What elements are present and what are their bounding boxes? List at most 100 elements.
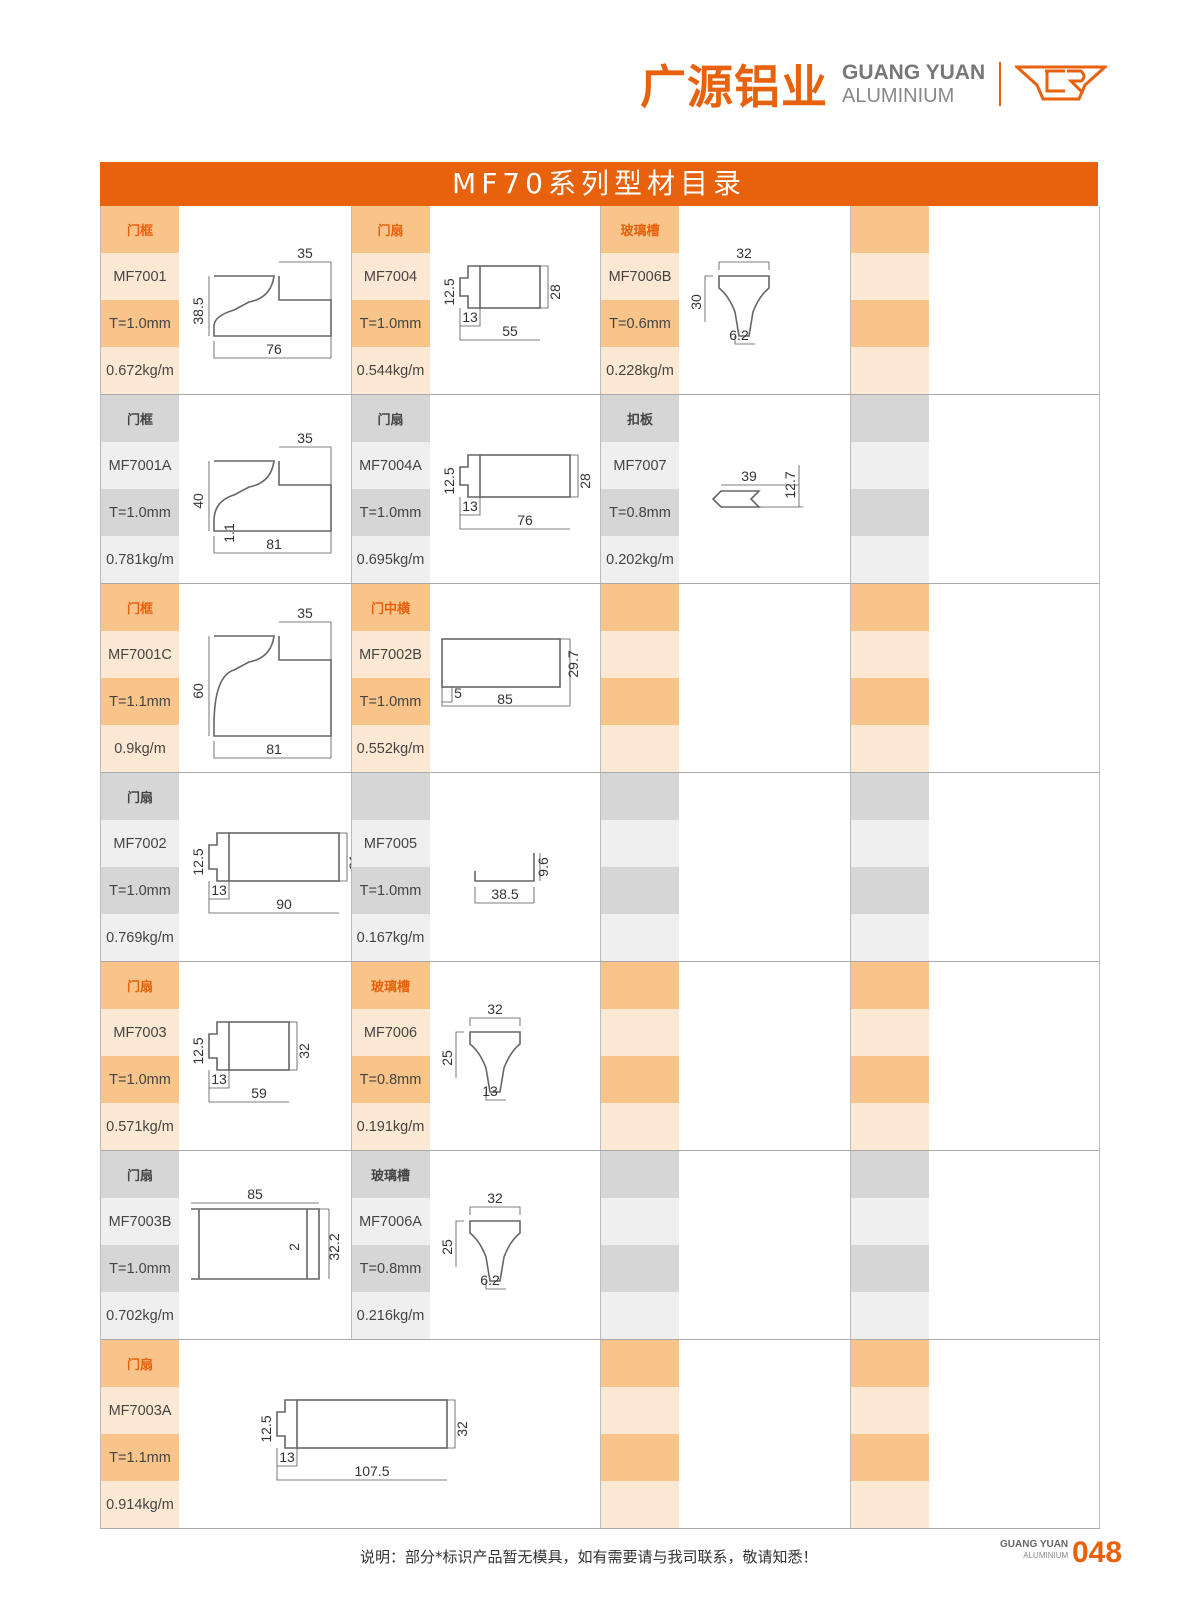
profile-code: MF7006A (351, 1198, 430, 1245)
profile-weight: 0.228kg/m (601, 347, 679, 394)
profile-labels: 门扇 MF7002 T=1.0mm 0.769kg/m (101, 773, 179, 961)
profile-drawing: 12.5 32 13 59 (190, 1021, 312, 1103)
profile-drawing: 35 40 81 1.1 (190, 430, 332, 554)
profile-thickness (850, 1245, 929, 1292)
profile-weight (850, 347, 929, 394)
profile-category: 门扇 (101, 773, 179, 820)
profile-labels (850, 395, 929, 583)
profile-weight: 0.202kg/m (601, 536, 679, 583)
profile-drawing-area: 32 25 13 (430, 962, 601, 1150)
profile-code: MF7005 (351, 820, 430, 867)
profile-drawing: 9.6 38.5 (473, 853, 551, 904)
dimension-label: 13 (482, 1083, 498, 1099)
dimension-label: 90 (276, 896, 292, 912)
profile-labels (850, 962, 929, 1150)
profile-thickness (601, 1245, 679, 1292)
profile-weight: 0.9kg/m (101, 725, 179, 772)
profile-weight: 0.216kg/m (351, 1292, 430, 1339)
logo-divider (999, 62, 1002, 106)
profile-thickness: T=1.0mm (101, 489, 179, 536)
profile-section-drawing: 35 60 81 (190, 605, 332, 759)
dimension-label: 13 (462, 309, 478, 325)
dimension-label: 32 (736, 245, 752, 261)
profile-labels: 门扇 MF7003 T=1.0mm 0.571kg/m (101, 962, 179, 1150)
table-row: 门扇 MF7002 T=1.0mm 0.769kg/m 12.5 31 13 90 MF7005… (101, 772, 1099, 961)
profile-cell: 门框 MF7001A T=1.0mm 0.781kg/m 35 40 81 1.1 (101, 395, 351, 583)
profile-labels (850, 206, 929, 394)
dimension-label: 12.5 (441, 467, 457, 494)
profile-drawing-area (929, 773, 1100, 961)
dimension-label: 25 (439, 1239, 455, 1255)
profile-section-drawing: 12.5 28 13 76 (441, 454, 593, 530)
profile-code: MF7004A (351, 442, 430, 489)
profile-category: 门框 (101, 395, 179, 442)
profile-drawing-area: 12.5 31 13 90 (179, 773, 351, 961)
profile-drawing: 32 30 6.2 (688, 245, 770, 345)
dimension-label: 5 (454, 685, 462, 701)
profile-cell: 扣板 MF7007 T=0.8mm 0.202kg/m 39 12.7 (600, 395, 850, 583)
profile-drawing-area: 85 2 32.2 (179, 1151, 351, 1339)
profile-category (351, 773, 430, 820)
profile-section-drawing: 39 12.7 (711, 465, 803, 508)
profile-section-drawing: 35 38.5 76 (190, 245, 332, 359)
profile-section-drawing: 12.5 32 13 59 (190, 1021, 312, 1103)
profile-weight: 0.552kg/m (351, 725, 430, 772)
brand-name-en-1: GUANG YUAN (842, 61, 986, 84)
profile-drawing-area (679, 773, 850, 961)
profile-drawing: 29.7 5 85 (440, 638, 581, 707)
profile-labels: 玻璃槽 MF7006 T=0.8mm 0.191kg/m (351, 962, 430, 1150)
profile-section-drawing: 85 2 32.2 (191, 1186, 342, 1280)
profile-drawing: 12.5 28 13 76 (441, 454, 593, 530)
profile-labels: 门扇 MF7004A T=1.0mm 0.695kg/m (351, 395, 430, 583)
dimension-label: 38.5 (190, 297, 206, 324)
dimension-label: 1.1 (221, 523, 237, 543)
profile-labels: 门框 MF7001C T=1.1mm 0.9kg/m (101, 584, 179, 772)
profile-drawing-area (679, 1340, 850, 1528)
profile-thickness (601, 678, 679, 725)
profile-category: 门扇 (101, 962, 179, 1009)
profile-drawing-area (679, 962, 850, 1150)
footnote: 说明：部分*标识产品暂无模具，如有需要请与我司联系，敬请知悉！ (360, 1548, 818, 1566)
profile-code (850, 1198, 929, 1245)
dimension-label: 31 (346, 854, 351, 870)
profile-weight: 0.781kg/m (101, 536, 179, 583)
dimension-label: 13 (211, 1071, 227, 1087)
profile-code (850, 1009, 929, 1056)
profile-weight (601, 1103, 679, 1150)
profile-labels: 门框 MF7001A T=1.0mm 0.781kg/m (101, 395, 179, 583)
profile-cell (600, 1340, 850, 1528)
profile-labels (601, 1151, 679, 1339)
profile-category: 门扇 (351, 206, 430, 253)
brand-emblem-icon (1015, 65, 1108, 101)
profile-cell: 门扇 MF7003B T=1.0mm 0.702kg/m 85 2 32.2 (101, 1151, 351, 1339)
dimension-label: 81 (266, 741, 282, 757)
profile-drawing-area (929, 206, 1100, 394)
profile-thickness (601, 1056, 679, 1103)
profile-code: MF7001C (101, 631, 179, 678)
dimension-label: 12.5 (441, 278, 457, 305)
profile-thickness: T=1.0mm (101, 1245, 179, 1292)
profile-cell (849, 584, 1100, 772)
profile-drawing-area (929, 962, 1100, 1150)
profile-drawing: 12.5 31 13 90 (190, 832, 351, 914)
profile-code: MF7003 (101, 1009, 179, 1056)
profile-labels: 玻璃槽 MF7006B T=0.6mm 0.228kg/m (601, 206, 679, 394)
profile-category (850, 395, 929, 442)
profile-code (601, 820, 679, 867)
profile-category: 门扇 (101, 1340, 179, 1387)
profile-cell: 门扇 MF7003A T=1.1mm 0.914kg/m 12.5 32 13 107.5 (101, 1340, 600, 1528)
dimension-label: 35 (297, 605, 313, 621)
dimension-label: 40 (190, 493, 206, 509)
dimension-label: 35 (297, 430, 313, 446)
profile-drawing-area: 12.5 28 13 76 (430, 395, 601, 583)
profile-weight: 0.914kg/m (101, 1481, 179, 1528)
profile-drawing-area: 9.6 38.5 (430, 773, 601, 961)
profile-code: MF7003B (101, 1198, 179, 1245)
profile-labels (601, 773, 679, 961)
dimension-label: 12.5 (258, 1415, 274, 1442)
profile-category (850, 1340, 929, 1387)
profile-cell: 门扇 MF7004 T=1.0mm 0.544kg/m 12.5 28 13 55 (350, 206, 601, 394)
profile-section-drawing: 12.5 32 13 107.5 (258, 1399, 470, 1481)
profile-weight (850, 914, 929, 961)
profile-category: 玻璃槽 (351, 1151, 430, 1198)
